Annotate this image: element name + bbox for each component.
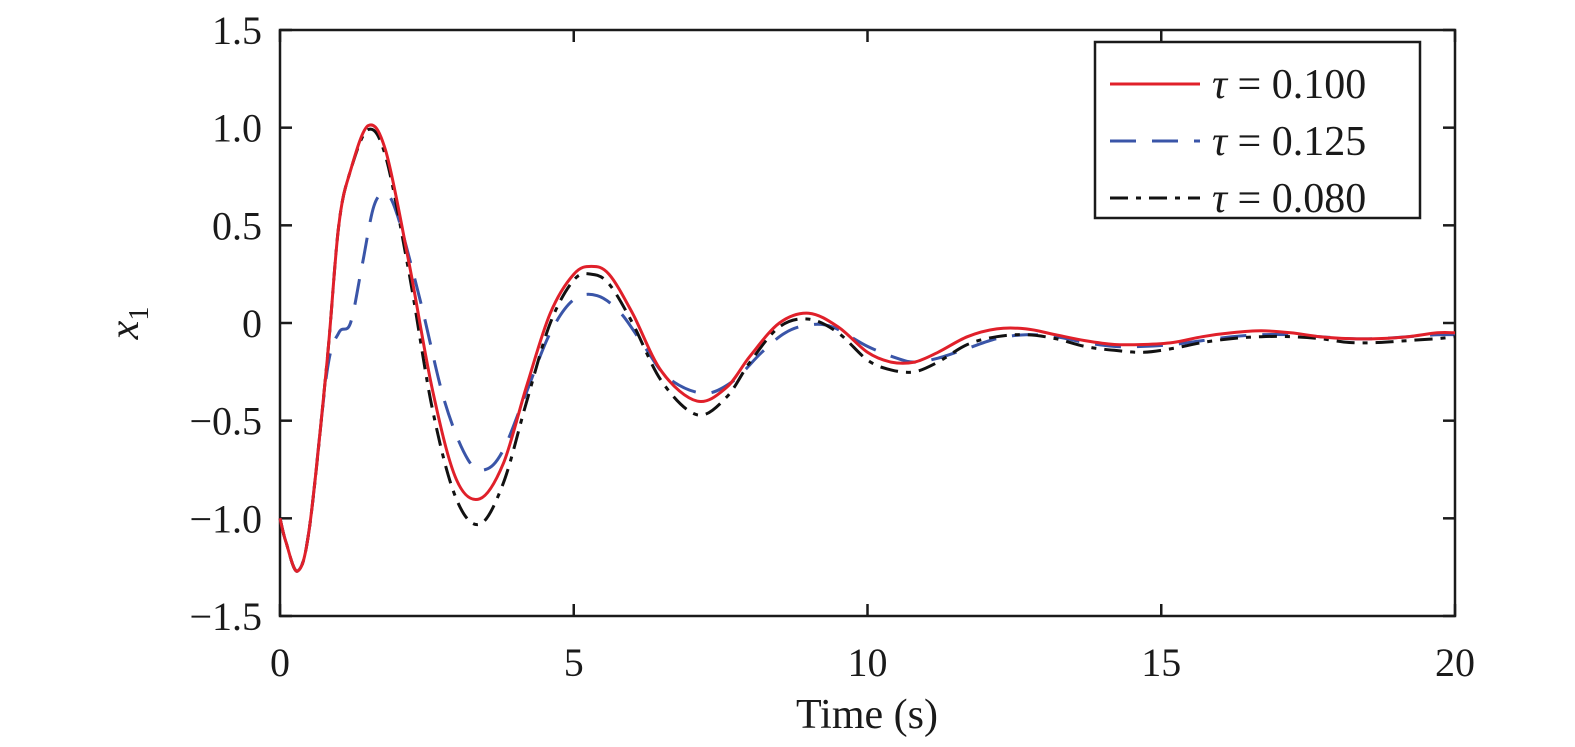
legend: τ = 0.100 τ = 0.125 τ = 0.080 (1093, 40, 1422, 222)
legend-box (1093, 40, 1422, 220)
x-tick-label: 0 (270, 640, 290, 685)
y-tick-label: 0.5 (212, 203, 262, 248)
series-line-1 (278, 192, 1456, 573)
x-tick-label: 10 (848, 640, 888, 685)
legend-entry-label: τ = 0.080 (1212, 176, 1366, 222)
series-layer (278, 123, 1456, 573)
x-tick-label: 5 (564, 640, 584, 685)
legend-entry-label: τ = 0.100 (1212, 62, 1366, 108)
y-axis-title: x1 (102, 307, 155, 341)
y-axis-ticks: 1.5 1.0 0.5 0 −0.5 −1.0 −1.5 (189, 8, 1455, 639)
y-tick-label: −0.5 (189, 399, 262, 444)
legend-entry-label: τ = 0.125 (1212, 119, 1366, 165)
y-tick-label: −1.0 (189, 496, 262, 541)
series-line-2 (278, 127, 1456, 573)
x-tick-label: 15 (1141, 640, 1181, 685)
y-axis-title-subscript: 1 (124, 307, 155, 321)
y-tick-label: 1.0 (212, 106, 262, 151)
y-tick-label: −1.5 (189, 594, 262, 639)
x-axis-ticks: 0 5 10 15 20 (270, 30, 1475, 685)
x-axis-title: Time (s) (796, 692, 938, 738)
y-tick-label: 1.5 (212, 8, 262, 53)
series-line-0 (278, 123, 1456, 573)
y-tick-label: 0 (242, 301, 262, 346)
x-tick-label: 20 (1435, 640, 1475, 685)
